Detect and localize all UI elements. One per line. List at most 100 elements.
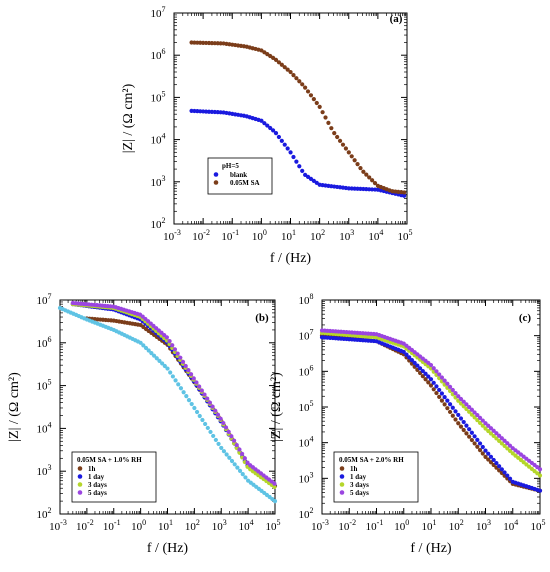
legend-entry: 0.05M SA [230, 179, 260, 187]
data-point [285, 146, 290, 151]
data-point [502, 443, 507, 449]
data-point [202, 392, 207, 397]
data-point [367, 175, 372, 180]
data-point [235, 465, 240, 470]
data-point [294, 159, 299, 164]
x-tick-label: 101 [281, 228, 296, 243]
data-point [215, 412, 221, 417]
data-point [303, 85, 308, 90]
data-point [221, 420, 226, 426]
data-point [268, 125, 273, 131]
data-point [426, 374, 431, 379]
data-point [183, 363, 188, 369]
data-point [458, 396, 464, 402]
data-point [276, 134, 282, 140]
data-point [208, 429, 213, 435]
data-point [420, 374, 425, 379]
data-point [308, 93, 314, 98]
data-point [423, 377, 428, 382]
y-tick-label: 107 [151, 5, 166, 20]
data-point [486, 423, 491, 428]
data-point [207, 400, 212, 405]
data-point [329, 126, 334, 131]
data-point [326, 120, 331, 125]
data-point [480, 418, 485, 423]
legend-box [71, 451, 157, 503]
legend-entry: 1h [350, 465, 358, 473]
y-tick-label: 103 [299, 470, 314, 485]
data-point [439, 398, 444, 403]
data-point [205, 425, 210, 431]
y-tick-label: 106 [299, 363, 314, 378]
x-axis-title: f / (Hz) [270, 251, 312, 266]
data-point [262, 121, 267, 126]
x-tick-label: 104 [239, 518, 254, 533]
data-point [491, 428, 496, 433]
data-point [178, 355, 183, 360]
data-point [317, 104, 322, 109]
data-point [138, 340, 143, 345]
data-point [332, 131, 337, 136]
data-point [464, 423, 469, 428]
legend-entry: 5 days [88, 489, 107, 497]
data-point [282, 142, 287, 147]
data-point [242, 456, 247, 461]
series-1-day [319, 335, 543, 493]
data-point [213, 437, 218, 443]
data-point [221, 449, 227, 454]
data-point [165, 366, 170, 371]
x-tick-label: 10-3 [49, 518, 67, 533]
y-tick-label: 104 [37, 420, 52, 435]
series-5-days [319, 328, 543, 472]
data-point [505, 473, 510, 478]
data-point [447, 409, 453, 415]
data-point [194, 409, 200, 415]
data-point [170, 343, 175, 348]
data-point [434, 384, 439, 389]
data-point [361, 169, 366, 174]
data-point [537, 488, 543, 493]
x-tick-label: 103 [212, 518, 227, 533]
legend-marker [77, 482, 83, 487]
data-point [237, 447, 242, 452]
data-point [279, 62, 284, 67]
data-point [434, 390, 439, 396]
data-point [358, 165, 363, 171]
data-point [231, 438, 237, 443]
y-tick-label: 105 [37, 378, 52, 393]
x-tick-label: 100 [252, 228, 267, 243]
data-point [488, 460, 494, 465]
data-point [472, 434, 477, 439]
data-point [285, 67, 290, 72]
data-point [175, 351, 180, 356]
data-point [488, 454, 494, 459]
data-point [477, 420, 483, 426]
data-point [234, 442, 239, 448]
data-point [323, 115, 328, 120]
data-point [259, 118, 264, 123]
data-point [437, 394, 442, 399]
data-point [480, 451, 485, 456]
data-point [412, 360, 417, 365]
x-tick-label: 10-1 [103, 518, 121, 533]
data-point [229, 458, 235, 464]
data-point [437, 372, 442, 377]
data-point [186, 368, 191, 373]
x-tick-label: 103 [476, 518, 491, 533]
y-tick-label: 102 [37, 506, 52, 521]
x-tick-label: 105 [266, 518, 281, 533]
data-point [352, 158, 357, 163]
data-point [288, 69, 293, 75]
data-point [442, 394, 447, 400]
data-point [364, 172, 369, 177]
data-point [439, 375, 444, 380]
data-point [337, 138, 343, 143]
y-tick-label: 106 [151, 47, 166, 62]
data-point [467, 404, 472, 410]
data-point [186, 397, 192, 403]
y-axis-title: |Z| / (Ω cm²) [121, 83, 136, 153]
data-point [176, 382, 181, 387]
data-point [297, 79, 302, 84]
y-tick-label: 105 [151, 89, 166, 104]
data-point [475, 413, 480, 418]
